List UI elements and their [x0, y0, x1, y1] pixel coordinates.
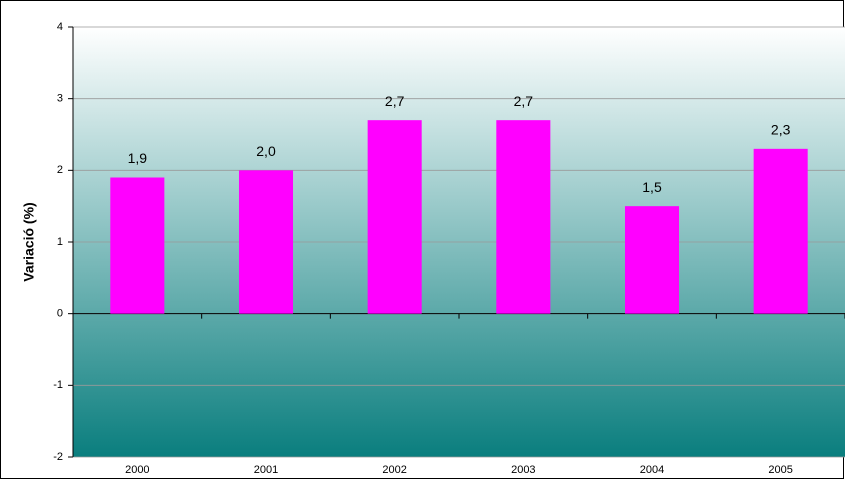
bar: [624, 206, 680, 314]
x-tick-label: 2005: [768, 464, 792, 476]
y-tick-label: 1: [57, 236, 63, 248]
x-tick-label: 2002: [382, 464, 406, 476]
value-label: 2,7: [385, 93, 405, 109]
bar: [110, 177, 165, 314]
y-tick-label: -1: [53, 379, 63, 391]
y-tick-label: 0: [57, 308, 63, 320]
y-tick-label: 4: [57, 21, 63, 33]
y-tick-label: 2: [57, 164, 63, 176]
y-axis-label: Variació (%): [21, 202, 37, 281]
x-tick-label: 2003: [511, 464, 535, 476]
x-tick-label: 2001: [254, 464, 278, 476]
value-label: 2,3: [771, 122, 791, 138]
value-label: 1,9: [128, 150, 148, 166]
x-tick-label: 2000: [125, 464, 149, 476]
bar: [367, 120, 422, 314]
value-label: 2,0: [256, 143, 276, 159]
bar: [496, 120, 551, 314]
bar: [753, 148, 808, 314]
y-tick-label: -2: [53, 451, 63, 463]
bar: [238, 170, 294, 314]
value-label: 2,7: [514, 93, 534, 109]
value-label: 1,5: [642, 179, 662, 195]
x-tick-label: 2004: [640, 464, 664, 476]
y-tick-label: 3: [57, 93, 63, 105]
